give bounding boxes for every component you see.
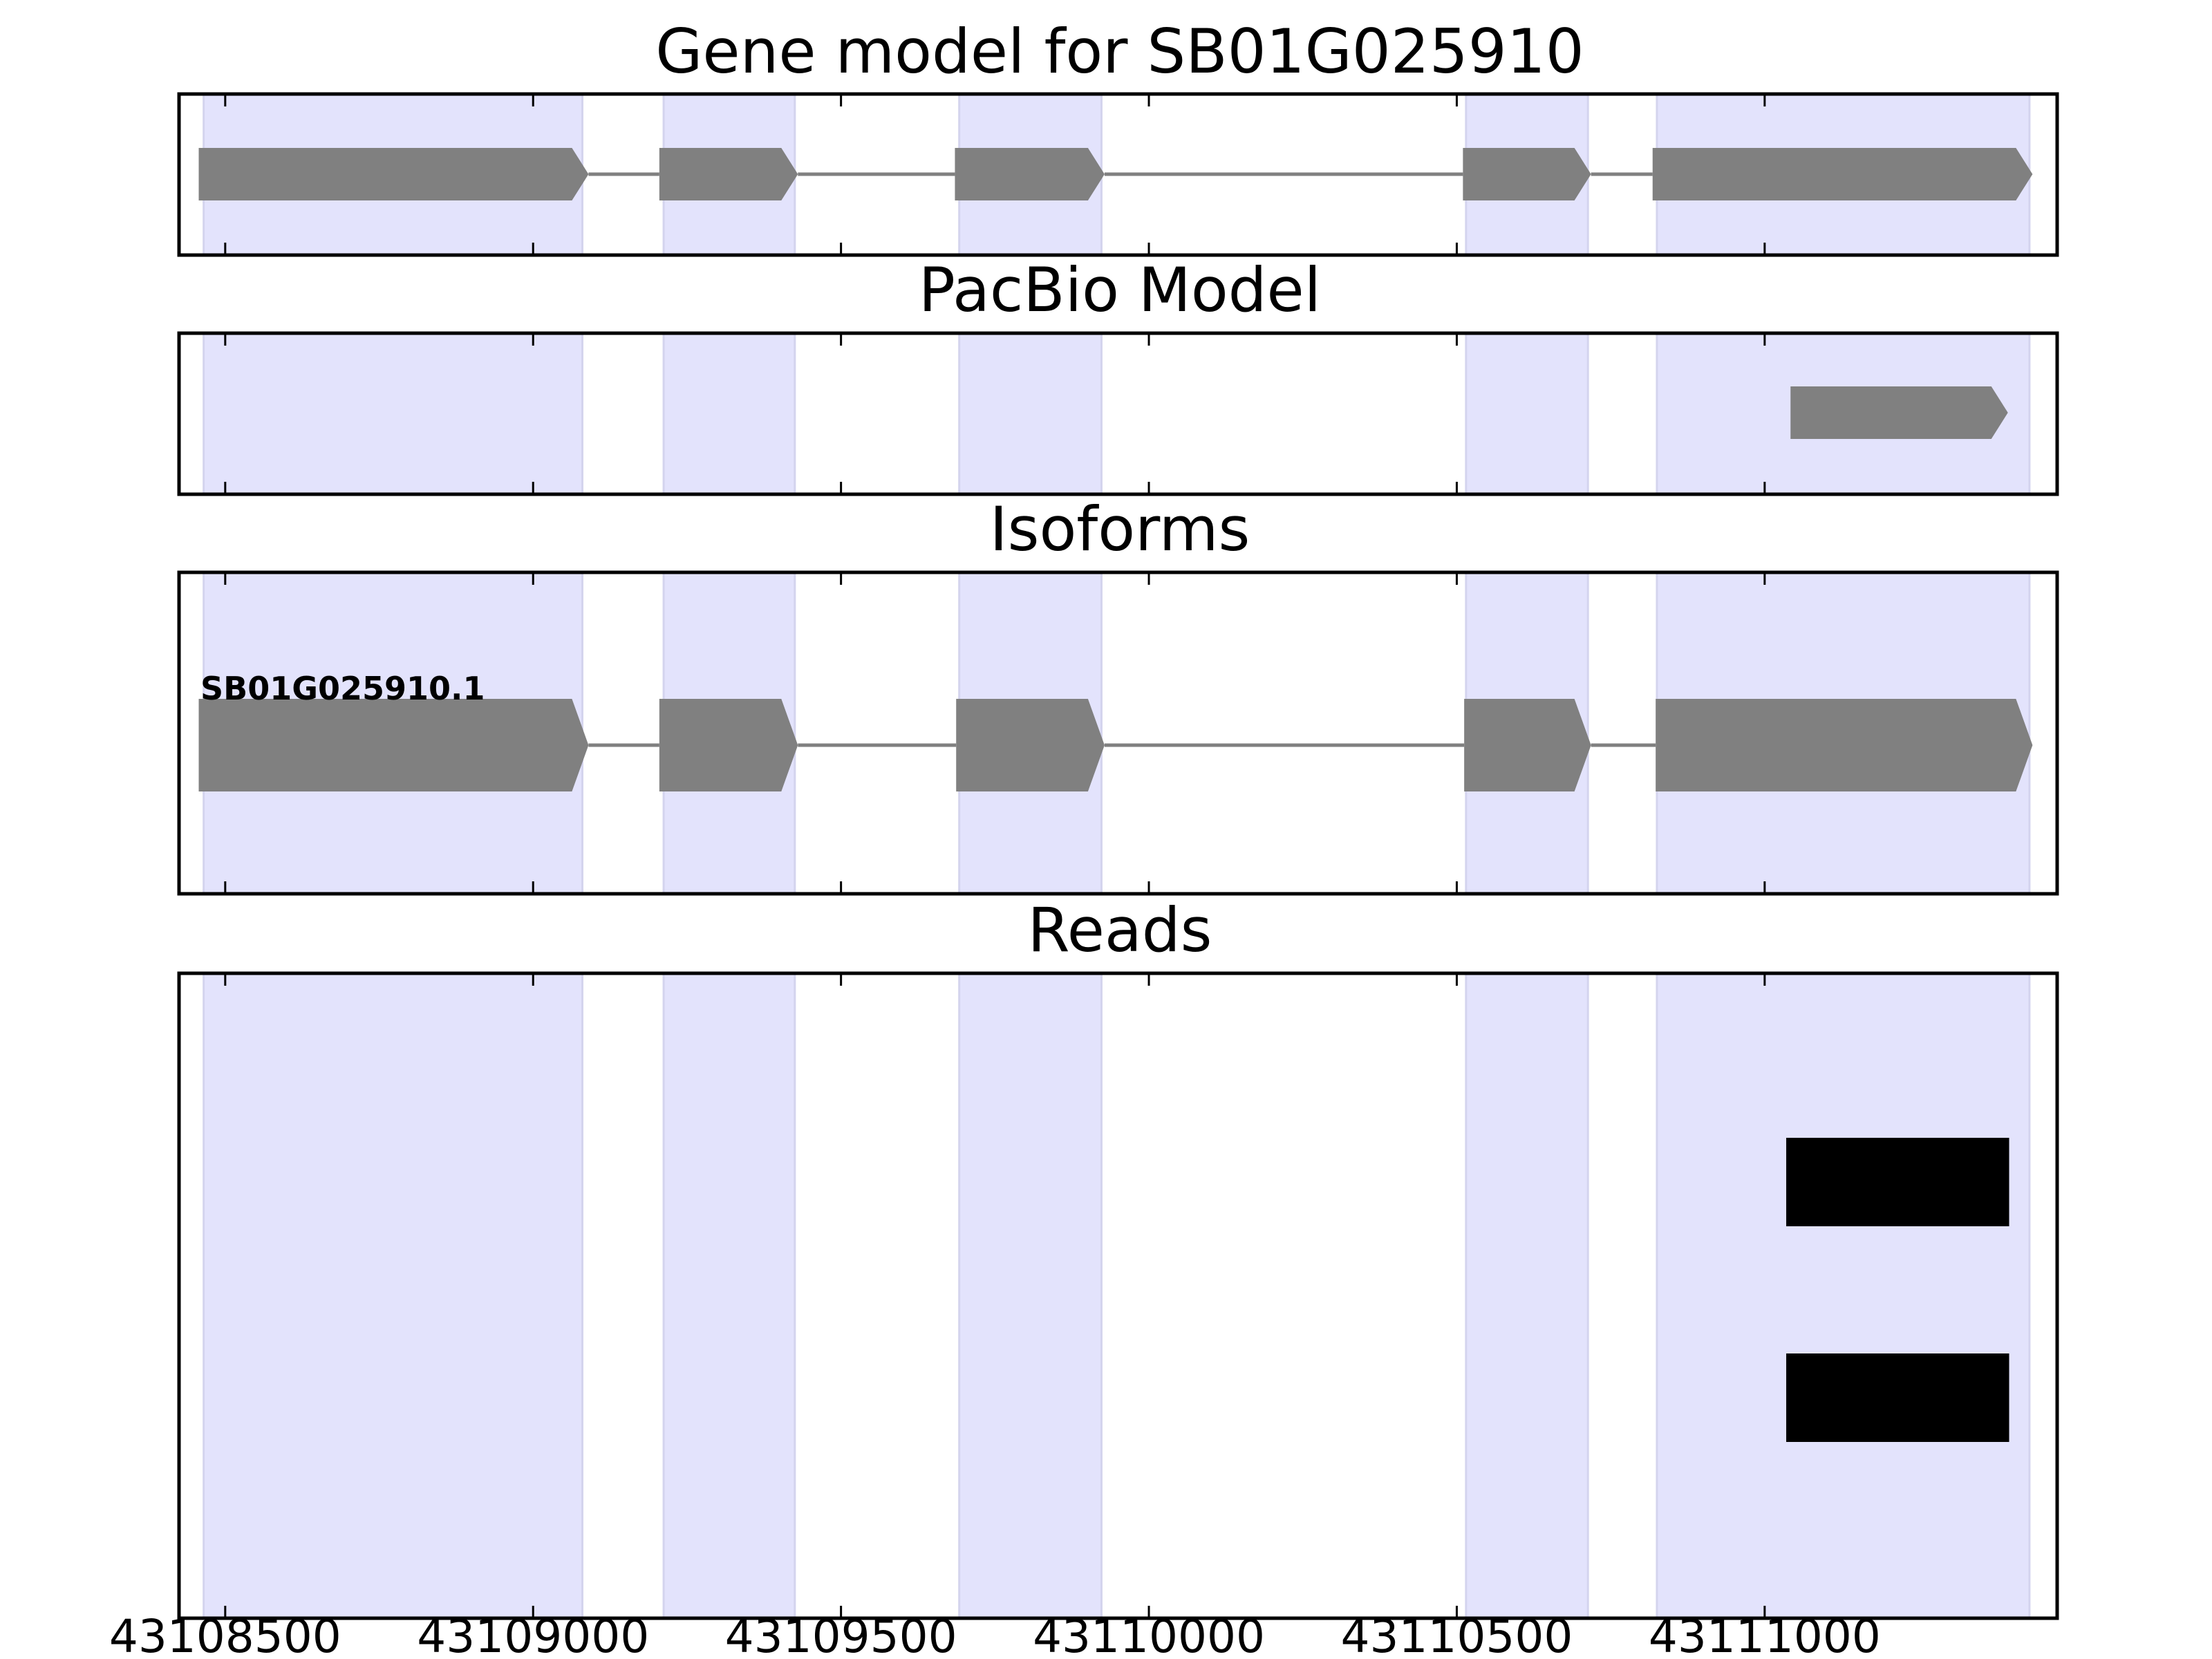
panel-title-reads: Reads — [1028, 894, 1212, 966]
frame-reads — [177, 971, 2059, 1620]
panel-pacbio-model: PacBio Model — [177, 254, 2059, 496]
exon-band — [958, 332, 1103, 496]
ticks-reads — [224, 973, 1766, 1618]
x-tick-label: 43109500 — [725, 1610, 957, 1659]
gene-model-exon — [659, 148, 798, 200]
ticks-gene-model — [224, 94, 1766, 255]
ticks-isoforms — [224, 572, 1766, 894]
read-bar — [1786, 1138, 2009, 1226]
exon-band — [203, 332, 583, 496]
isoforms-track — [198, 699, 2033, 791]
exon-band — [662, 972, 796, 1620]
reads-track — [1786, 1138, 2009, 1442]
gene-model-exon — [198, 148, 589, 200]
ticks-pacbio-model — [224, 333, 1766, 494]
frame-isoforms — [177, 570, 2059, 896]
exon-band — [958, 972, 1103, 1620]
x-axis-tick-labels: 43108500 43109000 43109500 43110000 43110500… — [109, 1610, 1881, 1659]
pacbio-exon — [1790, 386, 2008, 439]
exon-band — [662, 332, 796, 496]
gene-model-track — [198, 148, 2033, 200]
frame-pacbio-model — [177, 331, 2059, 496]
x-tick-label: 43110500 — [1340, 1610, 1573, 1659]
isoform-exon — [1464, 699, 1591, 791]
isoform-exon — [1656, 699, 2033, 791]
gene-model-exon — [1652, 148, 2033, 200]
exon-band — [1465, 972, 1589, 1620]
gene-model-exon — [1463, 148, 1591, 200]
frame-gene-model — [177, 92, 2059, 257]
read-bar — [1786, 1353, 2009, 1442]
x-tick-label: 43109000 — [417, 1610, 649, 1659]
x-tick-label: 43110000 — [1033, 1610, 1265, 1659]
exon-band — [203, 972, 583, 1620]
panel-gene-model: Gene model for SB01G025910 — [177, 16, 2059, 257]
panel-title-pacbio-model: PacBio Model — [919, 254, 1321, 326]
panel-title-isoforms: Isoforms — [990, 494, 1250, 565]
pacbio-model-track — [1790, 386, 2008, 439]
isoform-exon — [659, 699, 798, 791]
panel-title-gene-model: Gene model for SB01G025910 — [655, 16, 1584, 87]
panel-isoforms: Isoforms SB01G025910.1 — [177, 494, 2059, 896]
gene-model-exon — [955, 148, 1105, 200]
x-tick-label: 43108500 — [109, 1610, 341, 1659]
isoform-exon — [956, 699, 1105, 791]
isoform-label: SB01G025910.1 — [200, 670, 485, 707]
isoform-exon — [198, 699, 589, 791]
exon-bands-reads — [203, 972, 2031, 1620]
panel-reads: Reads — [177, 894, 2059, 1620]
x-tick-label: 43111000 — [1649, 1610, 1881, 1659]
exon-band — [1656, 972, 2031, 1620]
exon-band — [1465, 332, 1589, 496]
